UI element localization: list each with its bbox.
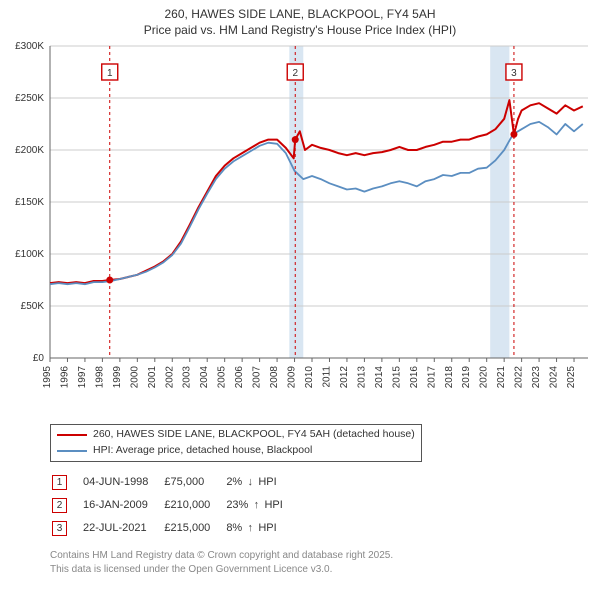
svg-text:£150K: £150K: [15, 197, 44, 208]
marker-date: 04-JUN-1998: [83, 472, 162, 493]
svg-text:2012: 2012: [339, 366, 350, 389]
svg-text:£250K: £250K: [15, 93, 44, 104]
footer-line1: Contains HM Land Registry data © Crown c…: [50, 550, 393, 561]
svg-text:2017: 2017: [426, 366, 437, 389]
svg-text:2024: 2024: [549, 366, 560, 389]
svg-text:1995: 1995: [42, 366, 53, 389]
marker-delta: 8% ↑ HPI: [226, 518, 296, 539]
marker-badge-2: 2: [292, 68, 298, 79]
marker-badge: 3: [52, 521, 67, 536]
marker-price: £75,000: [164, 472, 224, 493]
marker-row: 3 22-JUL-2021£215,0008% ↑ HPI: [52, 518, 297, 539]
marker-row: 2 16-JAN-2009£210,00023% ↑ HPI: [52, 495, 297, 516]
svg-text:2006: 2006: [234, 366, 245, 389]
marker-delta: 23% ↑ HPI: [226, 495, 296, 516]
chart-title: 260, HAWES SIDE LANE, BLACKPOOL, FY4 5AH…: [0, 0, 600, 38]
svg-text:2025: 2025: [566, 366, 577, 389]
attribution-footer: Contains HM Land Registry data © Crown c…: [50, 549, 600, 577]
legend-row-hpi: HPI: Average price, detached house, Blac…: [57, 443, 415, 459]
legend-swatch-hpi: [57, 450, 87, 452]
svg-text:2008: 2008: [269, 366, 280, 389]
title-line1: 260, HAWES SIDE LANE, BLACKPOOL, FY4 5AH: [165, 7, 436, 21]
chart-plot-area: £0 £50K £100K £150K £200K £250K £300K 1995 1996 1…: [0, 38, 600, 418]
svg-text:£200K: £200K: [15, 145, 44, 156]
svg-text:2020: 2020: [479, 366, 490, 389]
legend-swatch-subject: [57, 434, 87, 436]
svg-text:1997: 1997: [77, 366, 88, 389]
svg-text:2016: 2016: [409, 366, 420, 389]
svg-text:£0: £0: [33, 353, 45, 364]
svg-text:2010: 2010: [304, 366, 315, 389]
svg-text:2011: 2011: [321, 366, 332, 388]
marker-delta: 2% ↓ HPI: [226, 472, 296, 493]
svg-text:2000: 2000: [129, 366, 140, 389]
svg-text:1998: 1998: [94, 366, 105, 389]
legend-label-hpi: HPI: Average price, detached house, Blac…: [93, 443, 312, 459]
svg-text:2018: 2018: [444, 366, 455, 389]
svg-text:2003: 2003: [182, 366, 193, 389]
marker-row: 1 04-JUN-1998£75,0002% ↓ HPI: [52, 472, 297, 493]
svg-text:1999: 1999: [112, 366, 123, 389]
marker-badge-3: 3: [511, 68, 517, 79]
legend: 260, HAWES SIDE LANE, BLACKPOOL, FY4 5AH…: [50, 424, 422, 462]
svg-text:2007: 2007: [252, 366, 263, 389]
marker-badge: 1: [52, 475, 67, 490]
marker-badge: 2: [52, 498, 67, 513]
svg-text:2014: 2014: [374, 366, 385, 389]
svg-text:£100K: £100K: [15, 249, 44, 260]
marker-date: 22-JUL-2021: [83, 518, 162, 539]
svg-text:2021: 2021: [496, 366, 507, 389]
svg-text:2004: 2004: [199, 366, 210, 389]
title-line2: Price paid vs. HM Land Registry's House …: [144, 23, 456, 37]
svg-text:2005: 2005: [217, 366, 228, 389]
line-chart-svg: £0 £50K £100K £150K £200K £250K £300K 1995 1996 1…: [0, 38, 600, 418]
svg-text:2019: 2019: [461, 366, 472, 389]
marker-price: £215,000: [164, 518, 224, 539]
svg-text:1996: 1996: [59, 366, 70, 389]
legend-label-subject: 260, HAWES SIDE LANE, BLACKPOOL, FY4 5AH…: [93, 427, 415, 443]
svg-text:2001: 2001: [147, 366, 158, 389]
svg-text:2002: 2002: [164, 366, 175, 389]
marker-date: 16-JAN-2009: [83, 495, 162, 516]
svg-text:£300K: £300K: [15, 41, 44, 52]
svg-text:2013: 2013: [356, 366, 367, 389]
sale-markers-table: 1 04-JUN-1998£75,0002% ↓ HPI 2 16-JAN-2009£…: [50, 470, 299, 541]
marker-price: £210,000: [164, 495, 224, 516]
svg-text:2009: 2009: [287, 366, 298, 389]
legend-row-subject: 260, HAWES SIDE LANE, BLACKPOOL, FY4 5AH…: [57, 427, 415, 443]
chart-container: 260, HAWES SIDE LANE, BLACKPOOL, FY4 5AH…: [0, 0, 600, 590]
arrow-up-icon: ↑: [245, 522, 255, 534]
svg-text:2015: 2015: [391, 366, 402, 389]
arrow-down-icon: ↓: [245, 476, 255, 488]
svg-text:£50K: £50K: [21, 301, 45, 312]
footer-line2: This data is licensed under the Open Gov…: [50, 564, 332, 575]
svg-text:2022: 2022: [514, 366, 525, 389]
svg-text:2023: 2023: [531, 366, 542, 389]
arrow-up-icon: ↑: [251, 499, 261, 511]
marker-badge-1: 1: [107, 68, 113, 79]
